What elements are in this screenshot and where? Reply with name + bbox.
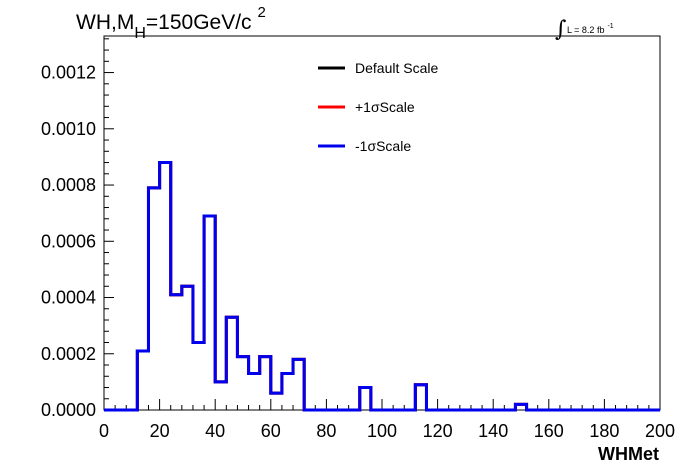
x-axis: 0 20 40 60 80 100 120 140 160 180 200 <box>99 399 675 441</box>
legend-label: Default Scale <box>355 60 438 76</box>
x-tick-label: 100 <box>367 421 397 441</box>
histogram-line <box>104 161 660 412</box>
y-tick-label: 0.0002 <box>41 344 96 364</box>
y-tick-label: 0.0010 <box>41 119 96 139</box>
y-tick-label: 0.0008 <box>41 175 96 195</box>
x-tick-label: 20 <box>150 421 170 441</box>
x-tick-label: 140 <box>478 421 508 441</box>
chart-title: WH,MH=150GeV/c 2 <box>76 4 266 42</box>
legend: Default Scale +1σScale -1σScale <box>318 60 438 154</box>
x-axis-title: WHMet <box>598 444 659 464</box>
x-tick-label: 40 <box>205 421 225 441</box>
luminosity-label: L = 8.2 fb -1 <box>567 23 614 35</box>
plot-frame <box>103 35 661 411</box>
y-tick-label: 0.0006 <box>41 231 96 251</box>
y-tick-label: 0.0004 <box>41 288 96 308</box>
title-value: =150GeV/c <box>146 11 252 34</box>
y-tick-label: 0.0000 <box>41 400 96 420</box>
title-subscript: H <box>134 25 146 42</box>
x-tick-label: 60 <box>261 421 281 441</box>
x-tick-label: 120 <box>423 421 453 441</box>
x-tick-label: 200 <box>645 421 675 441</box>
luminosity-integral: ∫ <box>555 17 567 42</box>
x-tick-label: 180 <box>589 421 619 441</box>
x-tick-label: 80 <box>316 421 336 441</box>
legend-label: +1σScale <box>355 99 415 115</box>
x-tick-label: 160 <box>534 421 564 441</box>
luminosity-superscript: -1 <box>607 23 613 30</box>
luminosity-text: L = 8.2 fb <box>567 25 604 35</box>
title-prefix: WH,M <box>76 11 134 34</box>
y-axis: 0.0000 0.0002 0.0004 0.0006 0.0008 0.0010 0.00… <box>41 38 114 420</box>
y-tick-label: 0.0012 <box>41 63 96 83</box>
series-layer <box>104 161 660 412</box>
legend-label: -1σScale <box>355 138 411 154</box>
title-superscript: 2 <box>258 4 266 21</box>
x-tick-label: 0 <box>99 421 109 441</box>
